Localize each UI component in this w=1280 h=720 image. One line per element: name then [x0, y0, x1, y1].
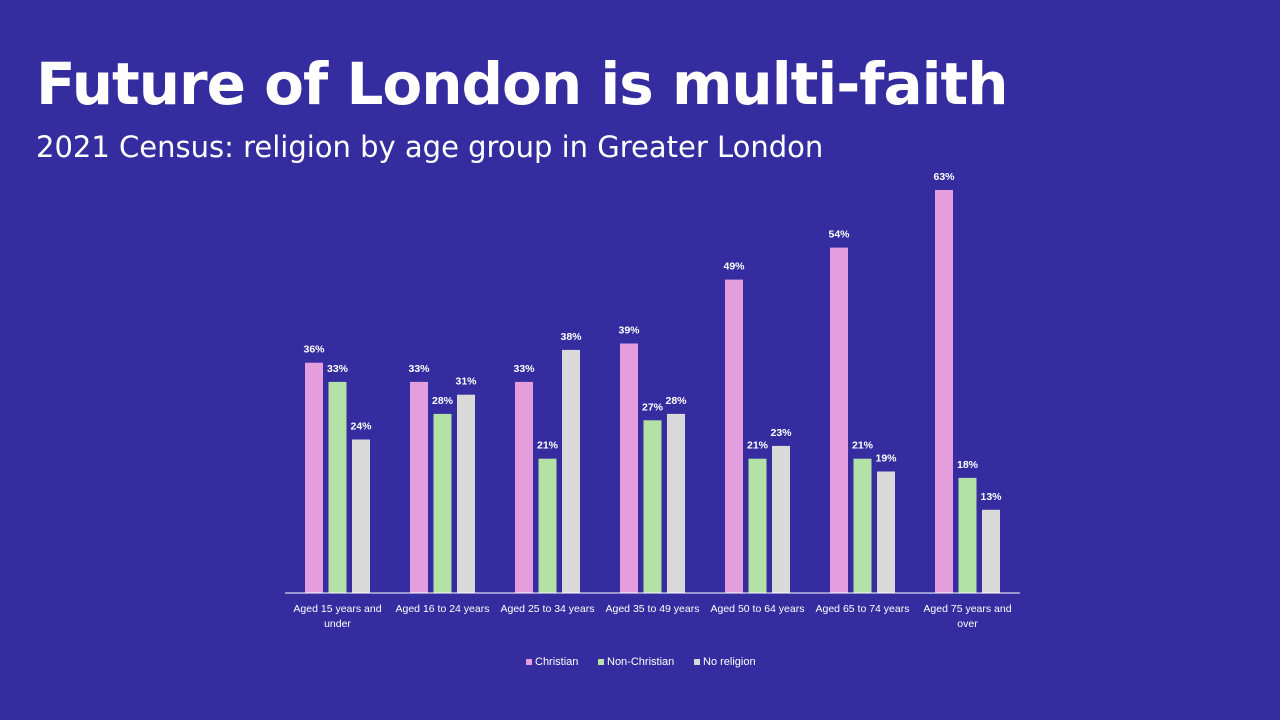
data-label: 38% [560, 331, 582, 343]
data-label-group: 36%33%24%33%28%31%33%21%38%39%27%28%49%2… [303, 171, 1002, 503]
data-label: 21% [537, 440, 559, 452]
category-label-line: Aged 16 to 24 years [396, 603, 490, 615]
bar-group [305, 190, 1000, 593]
slide-subtitle: 2021 Census: religion by age group in Gr… [36, 130, 824, 164]
bar-non-christian-2 [538, 458, 557, 593]
chart-legend: Christian Non-Christian No religion [0, 656, 1280, 674]
category-label-line: Aged 25 to 34 years [501, 603, 595, 615]
legend-label: Non-Christian [607, 656, 675, 668]
slide-title: Future of London is multi-faith [36, 50, 1009, 118]
legend-swatch [598, 659, 604, 665]
category-label-line: Aged 75 years and [923, 603, 1011, 615]
bar-no-religion-1 [457, 394, 475, 593]
data-label: 28% [665, 395, 687, 407]
category-label-line: Aged 50 to 64 years [711, 603, 805, 615]
bar-christian-0 [305, 362, 323, 593]
data-label: 49% [723, 261, 745, 273]
bar-non-christian-5 [853, 458, 872, 593]
category-label-line: Aged 15 years and [293, 603, 381, 615]
bar-christian-2 [515, 381, 533, 593]
data-label: 63% [933, 171, 955, 183]
bar-non-christian-1 [433, 413, 452, 593]
category-label-line: Aged 35 to 49 years [606, 603, 700, 615]
bar-non-christian-3 [643, 420, 662, 593]
category-label: Aged 50 to 64 years [711, 603, 805, 615]
category-label-group: Aged 15 years and under Aged 16 to 24 year… [293, 603, 1011, 630]
data-label: 36% [303, 344, 325, 356]
data-label: 33% [408, 363, 430, 375]
bar-christian-5 [830, 247, 848, 593]
bar-no-religion-4 [772, 445, 790, 593]
bar-no-religion-5 [877, 471, 895, 593]
legend-item-non-christian: Non-Christian [598, 656, 674, 668]
bar-no-religion-3 [667, 413, 685, 593]
bar-christian-4 [725, 279, 743, 593]
data-label: 27% [642, 401, 664, 413]
legend-label: Christian [535, 656, 579, 668]
bar-non-christian-0 [328, 381, 347, 593]
data-label: 54% [828, 229, 850, 241]
data-label: 13% [980, 491, 1002, 503]
bar-christian-1 [410, 381, 428, 593]
data-label: 21% [852, 440, 874, 452]
category-label: Aged 65 to 74 years [816, 603, 910, 615]
legend-label: No religion [703, 656, 756, 668]
data-label: 31% [455, 376, 477, 388]
data-label: 18% [957, 459, 979, 471]
bar-no-religion-6 [982, 509, 1000, 593]
data-label: 39% [618, 325, 640, 337]
category-label-line: under [324, 618, 351, 630]
data-label: 33% [327, 363, 349, 375]
bar-christian-3 [620, 343, 638, 593]
bar-non-christian-4 [748, 458, 767, 593]
data-label: 33% [513, 363, 535, 375]
category-label-line: over [957, 618, 978, 630]
bar-non-christian-6 [958, 477, 977, 593]
data-label: 24% [350, 421, 372, 433]
category-label: Aged 15 years and under [293, 603, 381, 630]
bar-no-religion-2 [562, 349, 580, 593]
category-label: Aged 25 to 34 years [501, 603, 595, 615]
legend-swatch [694, 659, 700, 665]
data-label: 19% [875, 453, 897, 465]
category-label: Aged 16 to 24 years [396, 603, 490, 615]
category-label-line: Aged 65 to 74 years [816, 603, 910, 615]
legend-item-no-religion: No religion [694, 656, 756, 668]
data-label: 21% [747, 440, 769, 452]
legend-item-christian: Christian [526, 656, 578, 668]
legend-swatch [526, 659, 532, 665]
category-label: Aged 75 years and over [923, 603, 1011, 630]
data-label: 23% [770, 427, 792, 439]
bar-no-religion-0 [352, 439, 370, 593]
data-label: 28% [432, 395, 454, 407]
category-label: Aged 35 to 49 years [606, 603, 700, 615]
bar-christian-6 [935, 190, 953, 593]
